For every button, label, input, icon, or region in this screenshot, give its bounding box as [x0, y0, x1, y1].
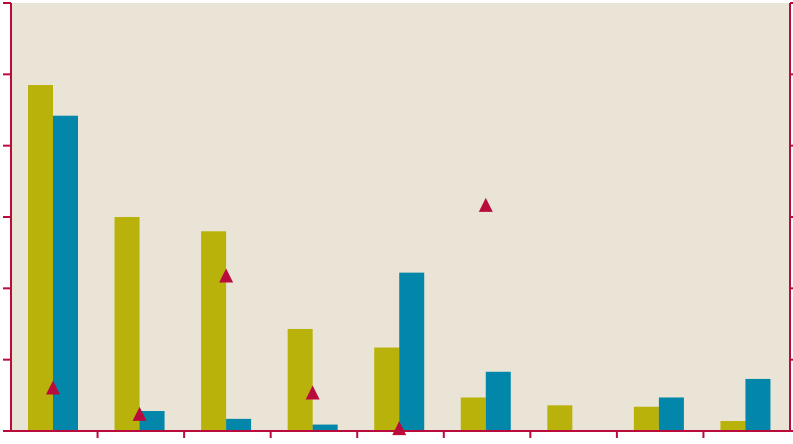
- bar-1-3: [201, 231, 227, 431]
- bar-1-1: [28, 85, 53, 432]
- marker-1-2: [132, 406, 147, 421]
- bar-2-9: [745, 378, 771, 431]
- marker-1-1: [46, 380, 60, 395]
- bar-1-7: [547, 405, 573, 431]
- marker-1-6: [478, 197, 493, 212]
- bar-1-4: [287, 328, 313, 431]
- bar-2-6: [485, 371, 511, 431]
- bar-1-5: [374, 347, 400, 431]
- bar-2-4: [312, 424, 338, 431]
- bar-2-8: [658, 397, 684, 431]
- bar-1-8: [633, 406, 659, 431]
- bar-2-3: [226, 418, 252, 431]
- bar-2-5: [399, 272, 425, 431]
- bar-2-2: [139, 411, 165, 431]
- marker-1-3: [219, 268, 234, 283]
- marker-1-4: [305, 385, 320, 400]
- bar-1-9: [720, 421, 746, 431]
- bar-2-1: [53, 115, 78, 431]
- bar-1-6: [460, 397, 486, 431]
- bar-1-2: [114, 217, 140, 431]
